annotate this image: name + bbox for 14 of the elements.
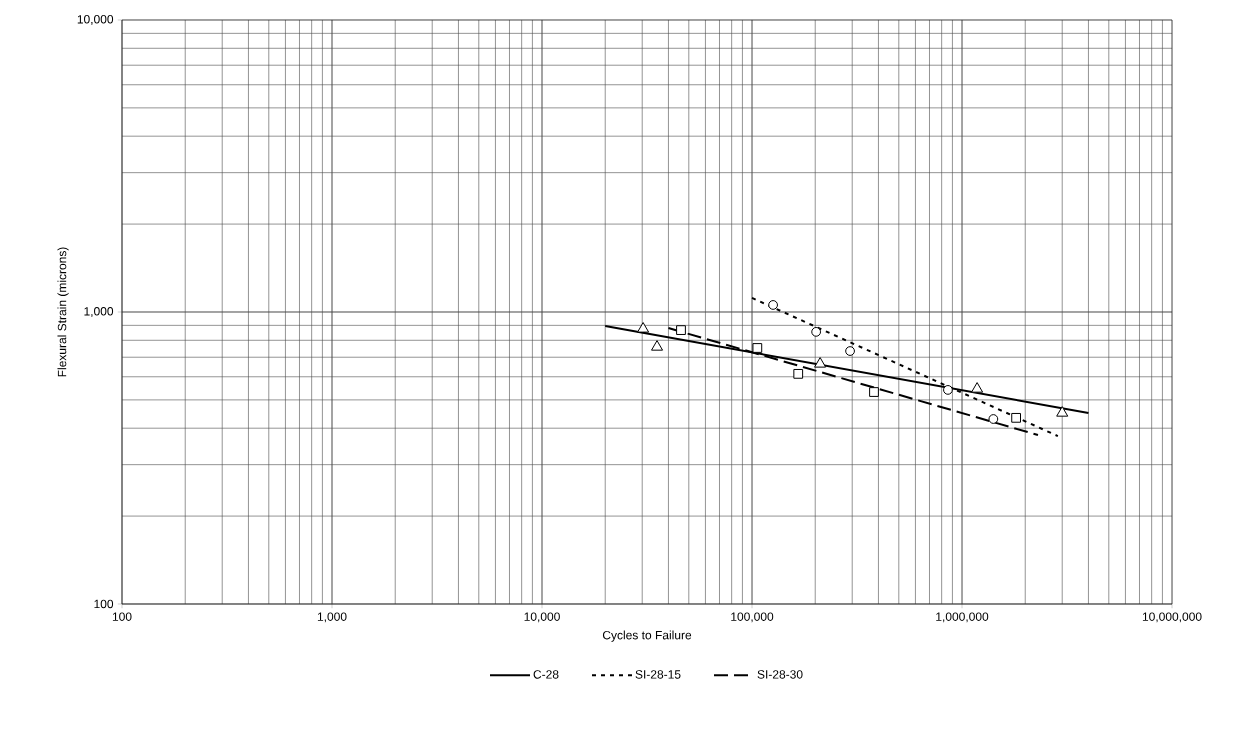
x-axis-title: Cycles to Failure	[602, 630, 692, 642]
x-tick-label: 100	[112, 612, 132, 621]
y-tick-label: 10,000	[77, 15, 114, 25]
y-axis-title: Flexural Strain (microns)	[57, 247, 69, 377]
legend-label: C-28	[533, 670, 559, 679]
legend-label: SI-28-30	[757, 670, 803, 679]
x-tick-label: 100,000	[731, 612, 774, 623]
y-tick-label: 100	[94, 599, 114, 609]
x-tick-label: 10,000,000	[1142, 612, 1202, 623]
x-tick-label: 1,000,000	[936, 612, 989, 623]
y-tick-label: 1,000	[84, 307, 114, 317]
legend-label: SI-28-15	[635, 670, 681, 679]
x-tick-label: 10,000	[524, 612, 560, 623]
x-tick-label: 1,000	[317, 612, 347, 623]
